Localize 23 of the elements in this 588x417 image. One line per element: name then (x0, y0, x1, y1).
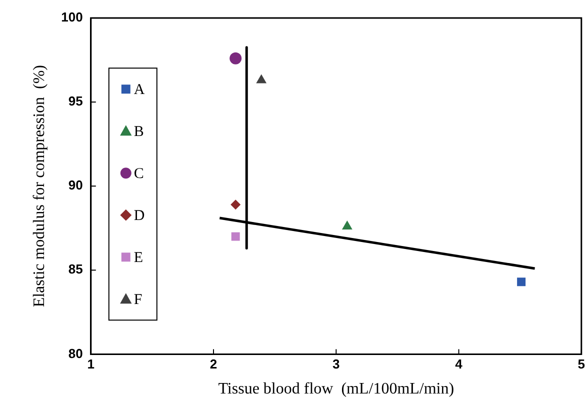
point (517, 278, 526, 286)
legend-label: A (134, 82, 145, 98)
point (231, 232, 240, 241)
y-tick-label: 80 (68, 346, 83, 361)
y-axis-title: Elastic modulus for compression (%) (30, 65, 48, 308)
x-tick-label: 3 (332, 356, 340, 372)
legend-label: F (134, 292, 142, 308)
x-tick-label: 5 (578, 356, 585, 372)
x-tick-label: 2 (210, 356, 218, 372)
x-tick-label: 4 (455, 356, 464, 372)
legend-label: C (134, 166, 144, 182)
y-tick-label: 85 (68, 262, 83, 277)
point (256, 74, 267, 84)
legend-label: B (134, 124, 144, 140)
x-axis-title: Tissue blood flow (mL/100mL/min) (218, 380, 454, 398)
point (230, 200, 241, 210)
x-tick-label: 1 (87, 356, 95, 372)
y-tick-label: 90 (68, 178, 83, 193)
legend-label: E (134, 250, 144, 266)
legend-label: D (134, 208, 145, 224)
point (230, 52, 242, 64)
y-tick-label: 100 (61, 10, 83, 25)
y-tick-label: 95 (68, 94, 83, 109)
